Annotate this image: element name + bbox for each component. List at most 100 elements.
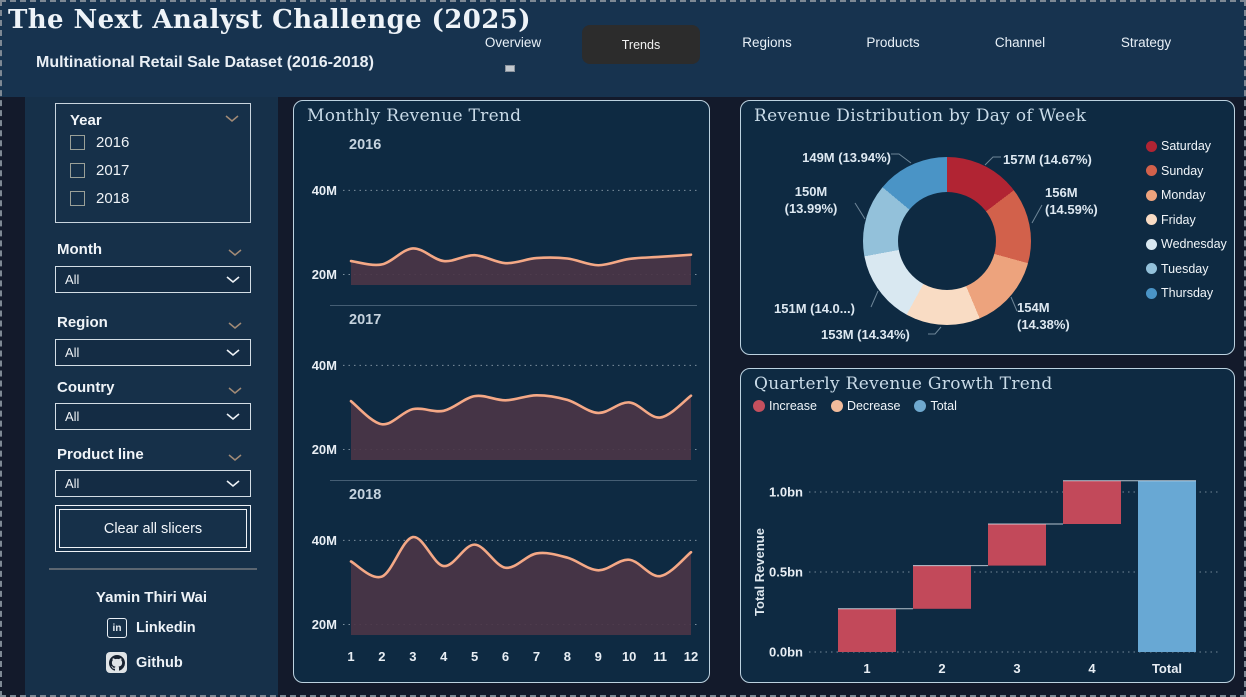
legend-dot (1146, 238, 1157, 250)
year-slicer-label: Year (70, 112, 102, 129)
svg-text:Total: Total (1152, 661, 1182, 676)
callout-wednesday: 151M (14.0...) (774, 301, 855, 316)
github-link[interactable]: Github (106, 652, 183, 673)
svg-text:4: 4 (1088, 661, 1096, 676)
callout-saturday: 157M (14.67%) (1003, 152, 1092, 167)
svg-text:12: 12 (684, 649, 698, 664)
svg-text:11: 11 (653, 649, 667, 664)
legend-item-total[interactable]: Total (914, 399, 957, 413)
legend-dot (830, 400, 843, 412)
callout-tuesday: 150M (13.99%) (784, 184, 838, 216)
product-line-slicer-header: Product line (57, 446, 253, 466)
monthly-panel-title: Monthly Revenue Trend (307, 106, 522, 126)
author-name: Yamin Thiri Wai (95, 589, 208, 606)
legend-dot (1146, 165, 1157, 177)
tab-strategy[interactable]: Strategy (1120, 35, 1172, 50)
svg-text:0.5bn: 0.5bn (769, 565, 803, 580)
legend-item-tuesday[interactable]: Tuesday (1146, 257, 1227, 282)
quarterly-growth-panel[interactable]: Quarterly Revenue Growth Trend Increase … (740, 368, 1235, 683)
country-slicer-header: Country (57, 379, 253, 399)
waterfall-legend: Increase Decrease Total (753, 399, 957, 413)
year-label-2016: 2016 (349, 137, 382, 153)
area-chart-2017[interactable]: 20M 40M (299, 334, 703, 470)
year-option-2018[interactable]: 2018 (70, 190, 129, 207)
svg-text:6: 6 (502, 649, 509, 664)
chevron-down-icon (226, 480, 240, 488)
donut-legend: Saturday Sunday Monday Friday Wednesday … (1146, 134, 1227, 306)
chevron-down-icon[interactable] (224, 110, 240, 128)
legend-dot (914, 400, 927, 412)
svg-text:10: 10 (622, 649, 636, 664)
svg-text:2: 2 (938, 661, 945, 676)
country-dropdown[interactable]: All (55, 403, 251, 430)
checkbox-icon[interactable] (70, 163, 85, 178)
tab-regions[interactable]: Regions (742, 35, 792, 50)
legend-item-increase[interactable]: Increase (753, 399, 817, 413)
sidebar-divider (49, 568, 257, 570)
svg-text:4: 4 (440, 649, 448, 664)
legend-item-saturday[interactable]: Saturday (1146, 134, 1227, 159)
svg-text:20M: 20M (312, 442, 337, 457)
legend-dot (753, 400, 765, 412)
year-option-2016[interactable]: 2016 (70, 134, 129, 151)
callout-sunday: 156M (14.59%) (1045, 185, 1098, 217)
svg-text:7: 7 (533, 649, 540, 664)
header: The Next Analyst Challenge (2025) Multin… (0, 0, 1246, 97)
nav-indicator (505, 65, 515, 72)
year-label-2017: 2017 (349, 312, 382, 328)
product-line-dropdown[interactable]: All (55, 470, 251, 497)
month-slicer-header: Month (57, 241, 253, 261)
svg-text:Total Revenue: Total Revenue (752, 528, 767, 616)
clear-all-slicers-button[interactable]: Clear all slicers (55, 505, 251, 552)
legend-dot (1146, 189, 1157, 201)
linkedin-icon: in (107, 618, 127, 638)
legend-item-wednesday[interactable]: Wednesday (1146, 232, 1227, 257)
legend-dot (1146, 287, 1157, 299)
page-subtitle: Multinational Retail Sale Dataset (2016-… (36, 54, 374, 71)
svg-text:0.0bn: 0.0bn (769, 645, 803, 660)
legend-dot (1146, 214, 1157, 226)
chevron-down-icon[interactable] (227, 244, 243, 262)
area-chart-2016[interactable]: 20M 40M (299, 159, 703, 295)
legend-item-friday[interactable]: Friday (1146, 208, 1227, 233)
page-title: The Next Analyst Challenge (2025) (8, 5, 531, 35)
svg-text:40M: 40M (312, 533, 337, 548)
legend-item-thursday[interactable]: Thursday (1146, 281, 1227, 306)
svg-text:40M: 40M (312, 183, 337, 198)
legend-item-decrease[interactable]: Decrease (830, 399, 900, 413)
checkbox-icon[interactable] (70, 135, 85, 150)
chevron-down-icon (226, 413, 240, 421)
legend-item-monday[interactable]: Monday (1146, 183, 1227, 208)
slicer-sidebar: Year 2016 2017 2018 Month All Region (25, 97, 278, 697)
chevron-down-icon[interactable] (227, 449, 243, 467)
svg-text:9: 9 (595, 649, 602, 664)
svg-text:1.0bn: 1.0bn (769, 485, 803, 500)
linkedin-link[interactable]: in Linkedin (107, 618, 196, 638)
callout-friday: 153M (14.34%) (821, 327, 910, 342)
month-dropdown[interactable]: All (55, 266, 251, 293)
chevron-down-icon[interactable] (227, 382, 243, 400)
monthly-revenue-trend-panel[interactable]: Monthly Revenue Trend 2016 20M 40M 2017 2… (293, 100, 710, 683)
donut-chart[interactable] (863, 157, 1031, 325)
svg-text:1: 1 (347, 649, 354, 664)
waterfall-panel-title: Quarterly Revenue Growth Trend (754, 374, 1053, 394)
donut-panel-title: Revenue Distribution by Day of Week (754, 106, 1087, 126)
tab-products[interactable]: Products (866, 35, 920, 50)
chevron-down-icon[interactable] (227, 317, 243, 335)
revenue-by-day-panel[interactable]: Revenue Distribution by Day of Week 149M… (740, 100, 1235, 355)
legend-dot (1146, 263, 1157, 275)
waterfall-chart[interactable]: 0.0bn 0.5bn 1.0bn 1 2 3 4 Total Total Revenue (749, 424, 1229, 682)
tab-overview[interactable]: Overview (484, 35, 542, 50)
svg-text:2: 2 (378, 649, 385, 664)
legend-dot (1146, 140, 1157, 152)
legend-item-sunday[interactable]: Sunday (1146, 159, 1227, 184)
checkbox-icon[interactable] (70, 191, 85, 206)
tab-channel[interactable]: Channel (994, 35, 1046, 50)
region-dropdown[interactable]: All (55, 339, 251, 366)
chart-separator (330, 480, 697, 481)
svg-text:1: 1 (863, 661, 870, 676)
year-option-2017[interactable]: 2017 (70, 162, 129, 179)
tab-trends[interactable]: Trends (582, 25, 700, 64)
callout-monday: 154M (14.38%) (1017, 300, 1070, 332)
